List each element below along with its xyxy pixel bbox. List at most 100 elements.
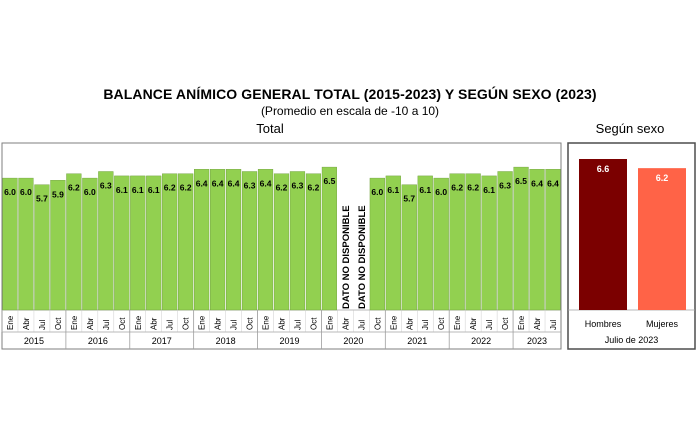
total-bar [225, 169, 242, 311]
total-bar [34, 184, 50, 311]
total-data-label: 6.1 [148, 185, 160, 195]
total-data-label: 6.2 [467, 183, 479, 193]
total-month-label: Oct [182, 317, 191, 330]
sex-data-label: 6.6 [597, 164, 610, 174]
total-month-label: Jul [102, 320, 111, 330]
total-data-label: 6.3 [292, 180, 304, 190]
total-data-label: 6.0 [371, 187, 383, 197]
total-month-label: Abr [469, 317, 478, 330]
total-data-label: 6.2 [451, 183, 463, 193]
total-month-label: Oct [373, 317, 382, 330]
sex-data-label: 6.2 [656, 173, 669, 183]
total-month-label: Ene [325, 315, 334, 330]
total-bar [433, 177, 449, 311]
sex-category-label: Mujeres [646, 319, 679, 329]
total-month-label: Ene [198, 315, 207, 330]
total-bar [417, 175, 433, 311]
total-bar [130, 175, 146, 311]
total-data-label: 6.1 [387, 185, 399, 195]
total-month-label: Ene [6, 315, 15, 330]
total-bar [257, 169, 274, 311]
total-month-label: Oct [437, 317, 446, 330]
total-month-label: Abr [22, 317, 31, 330]
sex-category-label: Hombres [585, 319, 622, 329]
chart-title: BALANCE ANÍMICO GENERAL TOTAL (2015-2023… [103, 86, 597, 102]
total-data-label: 6.4 [531, 178, 543, 188]
total-data-label: 6.0 [20, 187, 32, 197]
total-data-label: 6.3 [244, 180, 256, 190]
total-month-label: Jul [293, 320, 302, 330]
total-month-label: Abr [150, 317, 159, 330]
total-month-label: Oct [501, 317, 510, 330]
total-data-label: 5.9 [52, 189, 64, 199]
total-bar [146, 175, 162, 311]
total-data-label: 6.3 [499, 180, 511, 190]
year-label: 2018 [216, 336, 236, 346]
total-data-label: 6.2 [308, 183, 320, 193]
total-bar [545, 169, 561, 311]
total-data-label: 6.4 [260, 178, 272, 188]
total-data-label: 6.2 [68, 183, 80, 193]
total-month-label: Abr [533, 317, 542, 330]
total-month-label: Ene [389, 315, 398, 330]
total-bar [289, 171, 306, 311]
total-data-label: 6.0 [4, 187, 16, 197]
total-data-label: 6.4 [228, 178, 240, 188]
hombres-bar [579, 159, 627, 310]
total-data-label: 6.1 [419, 185, 431, 195]
total-data-label: 6.2 [164, 183, 176, 193]
total-bar [529, 169, 545, 311]
total-bar [66, 173, 82, 311]
total-data-label: 6.0 [435, 187, 447, 197]
total-data-label: 6.1 [116, 185, 128, 195]
total-bar [305, 173, 322, 311]
total-bar [401, 184, 417, 311]
total-data-label: 6.2 [276, 183, 288, 193]
total-month-label: Jul [166, 320, 175, 330]
total-month-label: Jul [421, 320, 430, 330]
total-bar [194, 169, 210, 311]
total-bar [513, 166, 529, 311]
year-label: 2017 [152, 336, 172, 346]
total-data-label: 6.4 [196, 178, 208, 188]
total-month-label: Ene [453, 315, 462, 330]
total-month-label: Oct [54, 317, 63, 330]
total-panel-title: Total [256, 121, 284, 136]
year-label: 2019 [279, 336, 299, 346]
year-label: 2016 [88, 336, 108, 346]
total-month-label: Abr [214, 317, 223, 330]
total-data-label: 6.5 [515, 176, 527, 186]
total-bar [481, 175, 497, 311]
total-month-label: Oct [118, 317, 127, 330]
year-label: 2020 [343, 336, 363, 346]
total-data-label: 5.7 [36, 194, 48, 204]
total-month-label: Jul [485, 320, 494, 330]
total-data-label: 6.2 [180, 183, 192, 193]
chart-subtitle: (Promedio en escala de -10 a 10) [260, 104, 440, 118]
total-bar [162, 173, 178, 311]
missing-data-label: DATO NO DISPONIBLE [341, 205, 352, 309]
total-bar [178, 173, 194, 311]
total-month-label: Abr [405, 317, 414, 330]
total-bar [321, 166, 337, 311]
total-bar [2, 177, 18, 311]
sex-plot-frame [567, 142, 696, 350]
missing-data-label: DATO NO DISPONIBLE [357, 205, 368, 309]
total-bar [210, 169, 226, 311]
total-data-label: 6.3 [100, 180, 112, 190]
total-month-label: Abr [278, 317, 287, 330]
total-data-label: 6.1 [483, 185, 495, 195]
total-bar [241, 171, 258, 311]
total-month-label: Jul [357, 320, 366, 330]
total-bar [18, 177, 34, 311]
total-bar [465, 173, 481, 311]
total-bar [82, 177, 98, 311]
total-month-label: Ene [70, 315, 79, 330]
total-month-label: Ene [262, 315, 271, 330]
total-bar [385, 175, 401, 311]
total-bar [114, 175, 130, 311]
sex-panel-title: Según sexo [595, 121, 665, 136]
total-bar [369, 177, 385, 311]
mujeres-bar [638, 168, 686, 310]
